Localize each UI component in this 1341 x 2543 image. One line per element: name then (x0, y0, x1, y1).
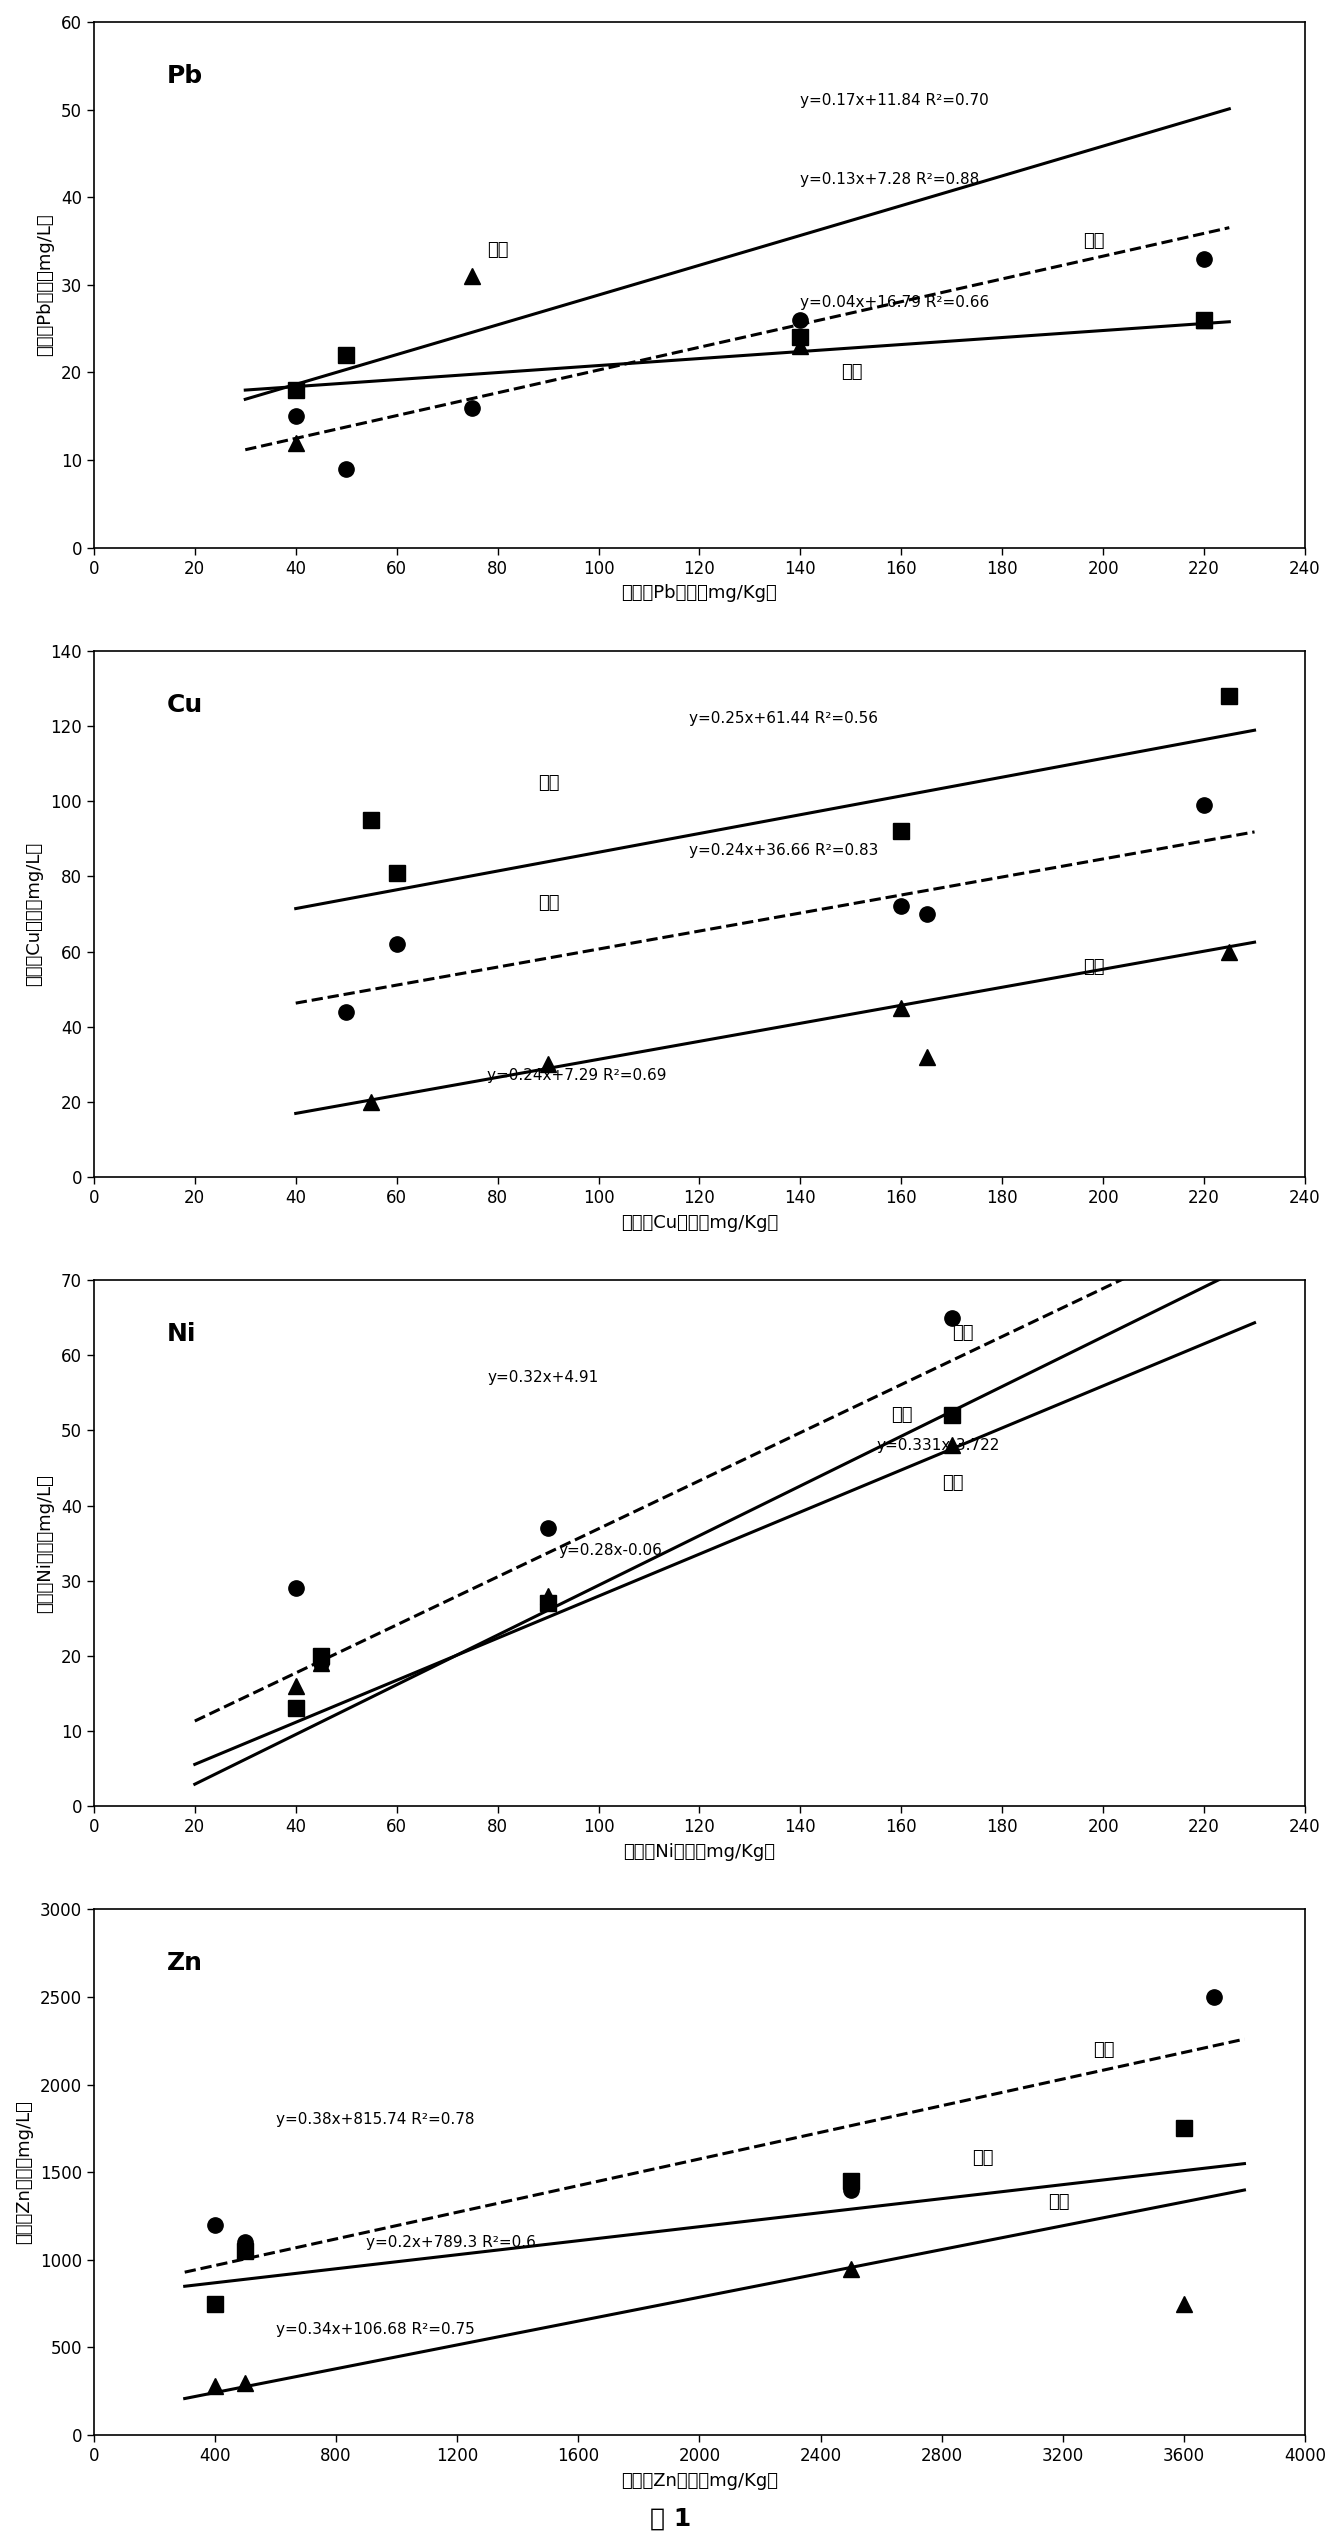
Text: 芦苇: 芦苇 (892, 1406, 913, 1424)
Text: 芦苇: 芦苇 (972, 2149, 994, 2167)
Text: 红蒾: 红蒾 (1047, 2192, 1069, 2210)
Y-axis label: 植物中Zn含量（mg/L）: 植物中Zn含量（mg/L） (15, 2101, 34, 2243)
Text: Zn: Zn (166, 1950, 202, 1976)
Text: y=0.24x+7.29 R²=0.69: y=0.24x+7.29 R²=0.69 (488, 1068, 666, 1083)
Text: y=0.331x-3.722: y=0.331x-3.722 (876, 1437, 999, 1452)
Text: 图 1: 图 1 (650, 2507, 691, 2530)
Text: 蕨草: 蕨草 (1084, 231, 1105, 249)
Y-axis label: 植物中Pb含量（mg/L）: 植物中Pb含量（mg/L） (36, 214, 54, 356)
Y-axis label: 植物中Cu含量（mg/L）: 植物中Cu含量（mg/L） (25, 842, 43, 987)
X-axis label: 土壤中Pb含量（mg/Kg）: 土壤中Pb含量（mg/Kg） (622, 585, 778, 603)
Text: y=0.32x+4.91: y=0.32x+4.91 (488, 1371, 598, 1386)
Text: y=0.38x+815.74 R²=0.78: y=0.38x+815.74 R²=0.78 (275, 2113, 475, 2126)
Text: 红蒾: 红蒾 (1084, 959, 1105, 977)
Text: 芦苇: 芦苇 (538, 773, 559, 791)
Text: Cu: Cu (166, 694, 202, 717)
Text: 红蒾: 红蒾 (488, 242, 510, 259)
Text: y=0.13x+7.28 R²=0.88: y=0.13x+7.28 R²=0.88 (801, 173, 980, 188)
Text: 芦苇: 芦苇 (841, 364, 862, 381)
Text: y=0.28x-0.06: y=0.28x-0.06 (558, 1544, 662, 1559)
Text: Ni: Ni (166, 1322, 196, 1345)
Text: y=0.34x+106.68 R²=0.75: y=0.34x+106.68 R²=0.75 (275, 2322, 475, 2337)
Text: y=0.04x+16.79 R²=0.66: y=0.04x+16.79 R²=0.66 (801, 295, 990, 310)
Text: 蕨草: 蕨草 (952, 1325, 974, 1343)
Text: 蕨草: 蕨草 (538, 893, 559, 913)
X-axis label: 土壤中Cu含量（mg/Kg）: 土壤中Cu含量（mg/Kg） (621, 1213, 778, 1231)
X-axis label: 土壤中Ni含量（mg/Kg）: 土壤中Ni含量（mg/Kg） (624, 1844, 775, 1861)
Text: y=0.25x+61.44 R²=0.56: y=0.25x+61.44 R²=0.56 (689, 712, 878, 727)
Text: y=0.17x+11.84 R²=0.70: y=0.17x+11.84 R²=0.70 (801, 94, 990, 109)
Text: 红蒾: 红蒾 (941, 1475, 963, 1493)
Text: Pb: Pb (166, 64, 202, 89)
Text: y=0.24x+36.66 R²=0.83: y=0.24x+36.66 R²=0.83 (689, 842, 878, 857)
Text: y=0.2x+789.3 R²=0.6: y=0.2x+789.3 R²=0.6 (366, 2235, 536, 2251)
Y-axis label: 植物中Ni含量（mg/L）: 植物中Ni含量（mg/L） (36, 1475, 54, 1612)
Text: 蕨草: 蕨草 (1093, 2039, 1114, 2060)
X-axis label: 土壤中Zn含量（mg/Kg）: 土壤中Zn含量（mg/Kg） (621, 2472, 778, 2490)
